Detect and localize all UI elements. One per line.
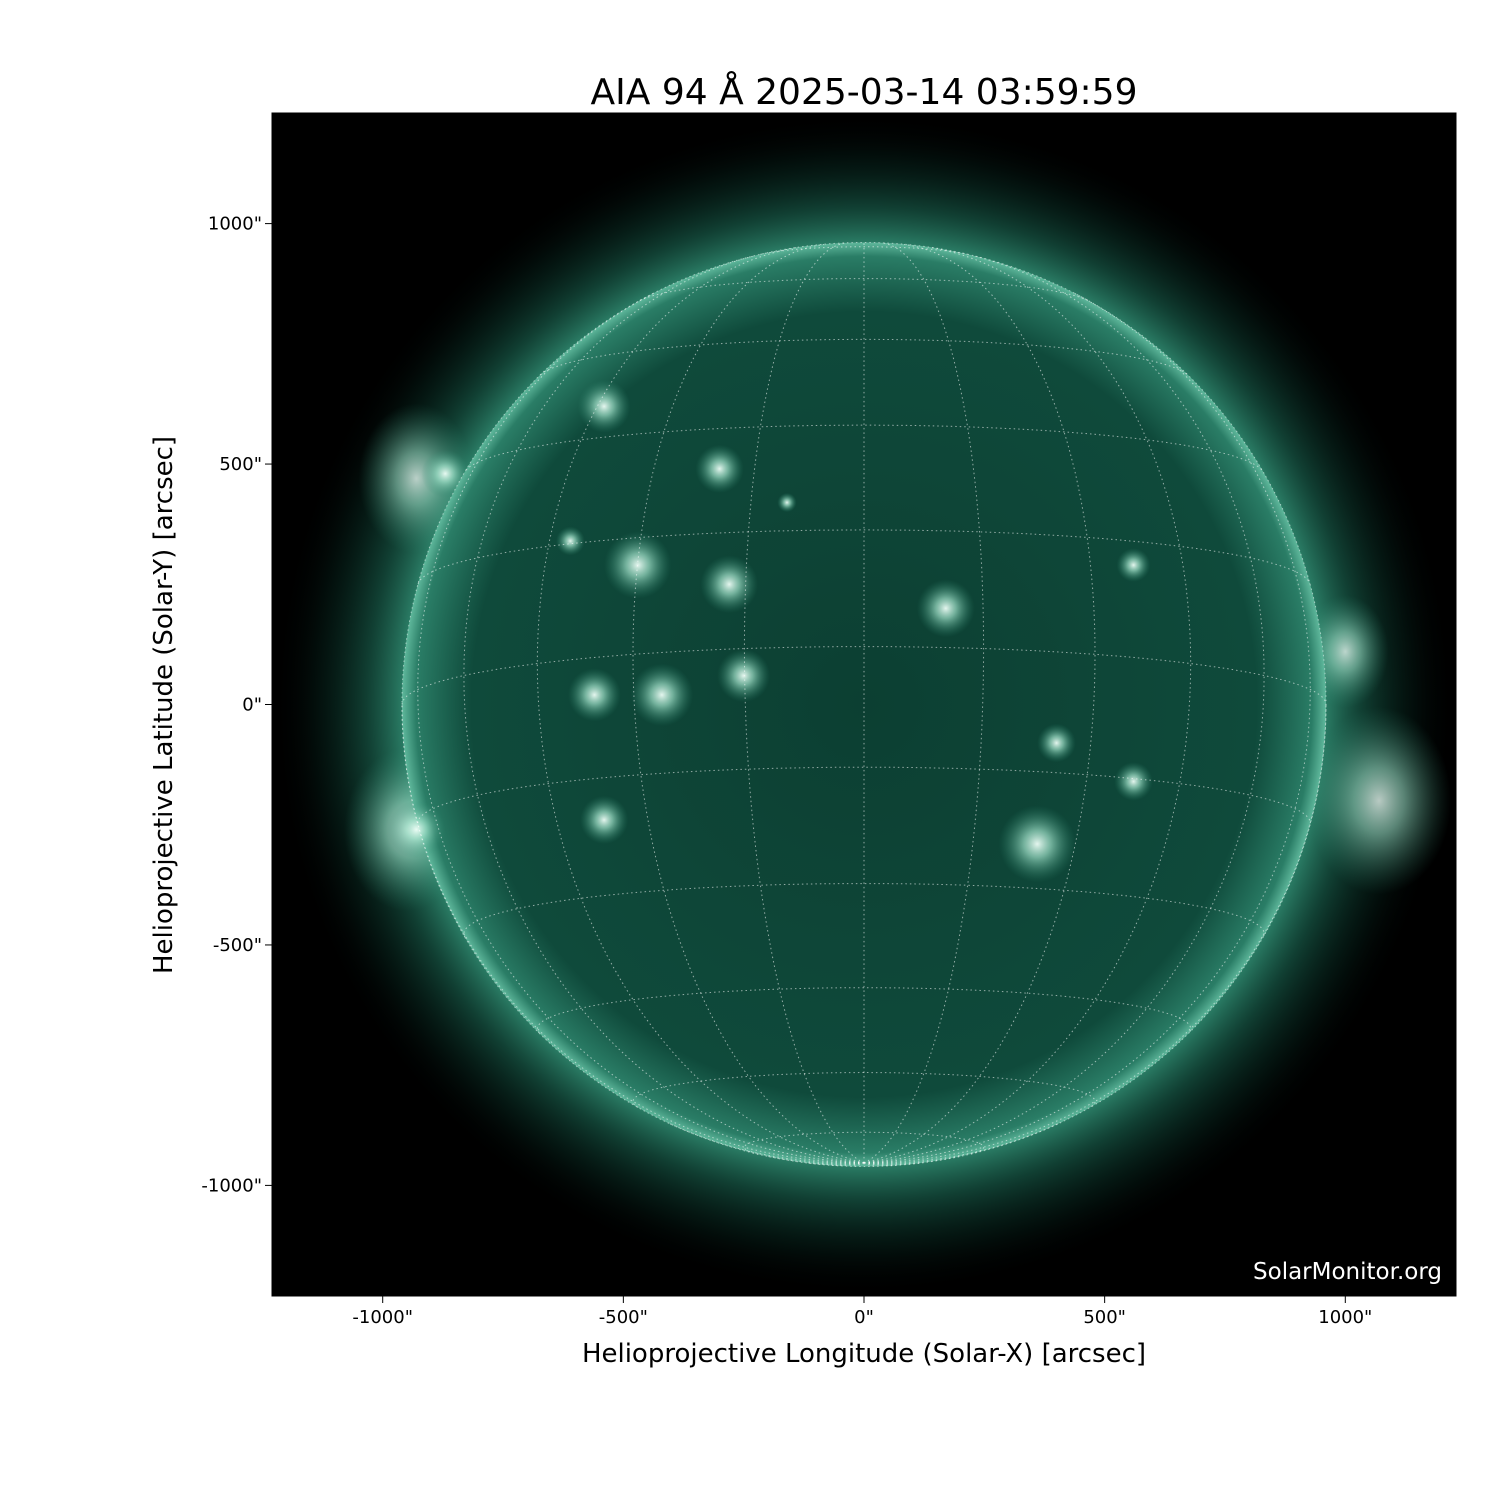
sun-image: [272, 113, 1456, 1296]
ticks: -1000" -500" 0" 500" 1000" -1000" -500" 0" 500" 1…: [201, 214, 1372, 1328]
y-tick-label: 500": [219, 454, 262, 475]
x-tick-label: -500": [599, 1307, 648, 1328]
longitude-gridline: [743, 242, 865, 1164]
latitude-gridline: [417, 529, 1311, 585]
x-tick-label: 0": [854, 1307, 874, 1328]
longitude-gridline: [863, 1162, 921, 1166]
longitude-gridline: [417, 292, 865, 1164]
latitude-gridline: [743, 1131, 985, 1155]
active-region: [916, 579, 975, 638]
latitude-gridline: [540, 338, 1188, 376]
y-axis-label: Helioprojective Latitude (Solar-Y) [arcs…: [149, 436, 179, 974]
longitude-gridline: [807, 1162, 865, 1166]
active-region: [695, 444, 744, 493]
active-region: [717, 649, 771, 703]
longitude-gridline: [863, 255, 1265, 1164]
active-region: [998, 805, 1076, 883]
active-region: [777, 492, 797, 513]
longitude-gridline: [767, 1155, 865, 1165]
solar-disk: [401, 242, 1327, 1167]
active-region: [568, 668, 621, 722]
active-region: [577, 379, 631, 433]
y-tick-label: -500": [213, 935, 262, 956]
active-region: [421, 449, 470, 498]
x-tick-label: -1000": [352, 1307, 413, 1328]
active-region: [630, 663, 694, 727]
latitude-gridline: [401, 646, 1327, 705]
longitude-gridline: [863, 242, 985, 1164]
chart-title: AIA 94 Å 2025-03-14 03:59:59: [591, 70, 1138, 113]
latitude-gridline: [632, 1071, 1096, 1108]
latitude-gridline: [639, 278, 1089, 301]
active-region: [700, 555, 759, 614]
y-tick-label: 1000": [208, 214, 262, 235]
limb-brightening: [1306, 706, 1452, 895]
longitude-gridline: [863, 1162, 897, 1167]
x-tick-label: 500": [1083, 1307, 1126, 1328]
longitude-gridline: [536, 247, 865, 1164]
active-region: [1037, 723, 1076, 763]
active-region: [1114, 762, 1153, 801]
y-tick-label: -1000": [201, 1175, 262, 1196]
longitude-gridline: [863, 292, 1311, 1164]
limb-gridline: [401, 241, 1327, 1168]
longitude-gridline: [863, 247, 1192, 1164]
longitude-gridline: [463, 255, 865, 1164]
y-tick-label: 0": [242, 695, 262, 716]
active-region: [580, 795, 629, 844]
active-region: [1116, 548, 1151, 582]
watermark: SolarMonitor.org: [1253, 1259, 1442, 1285]
active-region: [387, 800, 446, 859]
latitude-gridline: [463, 883, 1265, 938]
latitude-gridline: [417, 766, 1311, 824]
active-region: [604, 531, 672, 599]
latitude-gridline: [760, 246, 968, 255]
x-axis-label: Helioprojective Longitude (Solar-X) [arc…: [582, 1339, 1146, 1369]
x-tick-label: 1000": [1318, 1307, 1372, 1328]
active-region: [555, 526, 585, 556]
